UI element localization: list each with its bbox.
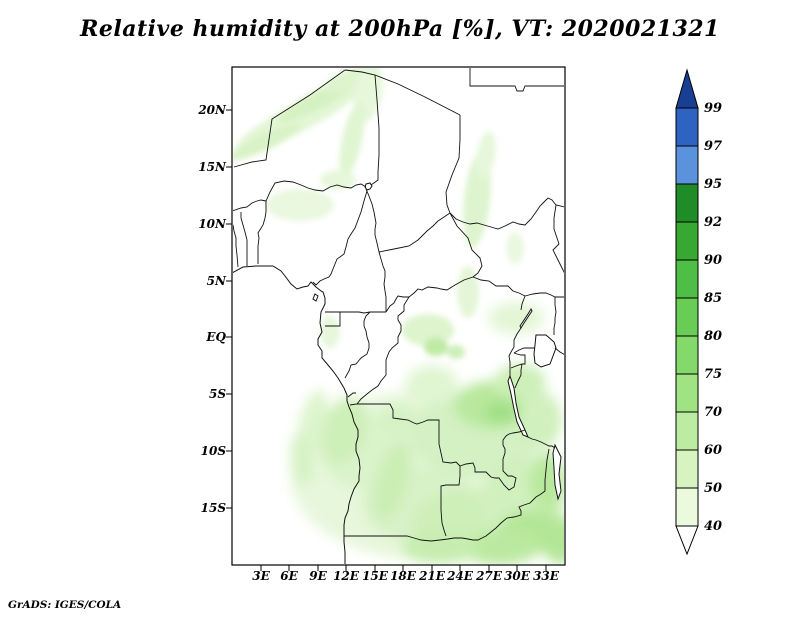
colorbar-segment xyxy=(675,373,699,413)
colorbar-label: 99 xyxy=(704,101,722,116)
colorbar-label: 40 xyxy=(704,519,722,534)
lake-tanganyika xyxy=(507,374,529,438)
colorbar-svg: 99 97 95 92 90 85 80 75 70 60 50 40 xyxy=(675,68,722,556)
coastline xyxy=(233,265,361,564)
axis-ticks xyxy=(226,109,547,571)
colorbar-segment xyxy=(675,335,699,375)
colorbar: 99 97 95 92 90 85 80 75 70 60 50 40 xyxy=(668,64,778,564)
colorbar-segment xyxy=(675,145,699,185)
colorbar-bottom-triangle xyxy=(675,525,699,556)
lake-malawi xyxy=(552,443,562,501)
colorbar-segment xyxy=(675,221,699,261)
colorbar-label: 80 xyxy=(704,329,722,344)
colorbar-label: 90 xyxy=(704,253,722,268)
colorbar-segment xyxy=(675,487,699,527)
humidity-shading xyxy=(233,68,564,564)
colorbar-segment xyxy=(675,411,699,451)
colorbar-segment xyxy=(675,259,699,299)
colorbar-label: 85 xyxy=(704,291,722,306)
colorbar-segment xyxy=(675,297,699,337)
colorbar-label: 97 xyxy=(704,139,722,154)
colorbar-segment xyxy=(675,183,699,223)
colorbar-segment xyxy=(675,107,699,147)
colorbar-label: 95 xyxy=(704,177,722,192)
bioko-island xyxy=(312,293,319,302)
lake-victoria xyxy=(533,334,557,368)
colorbar-label: 60 xyxy=(704,443,722,458)
plot-title: Relative humidity at 200hPa [%], VT: 202… xyxy=(80,16,720,42)
lakes xyxy=(364,182,562,501)
colorbar-label: 70 xyxy=(704,405,722,420)
lake-chad xyxy=(364,182,373,191)
credit-text: GrADS: IGES/COLA xyxy=(8,599,122,611)
colorbar-top-triangle xyxy=(675,68,699,109)
colorbar-label: 92 xyxy=(704,215,722,230)
colorbar-segment xyxy=(675,449,699,489)
colorbar-label: 50 xyxy=(704,481,722,496)
map-frame xyxy=(231,66,566,566)
country-borders xyxy=(233,68,564,542)
colorbar-label: 75 xyxy=(704,367,722,382)
